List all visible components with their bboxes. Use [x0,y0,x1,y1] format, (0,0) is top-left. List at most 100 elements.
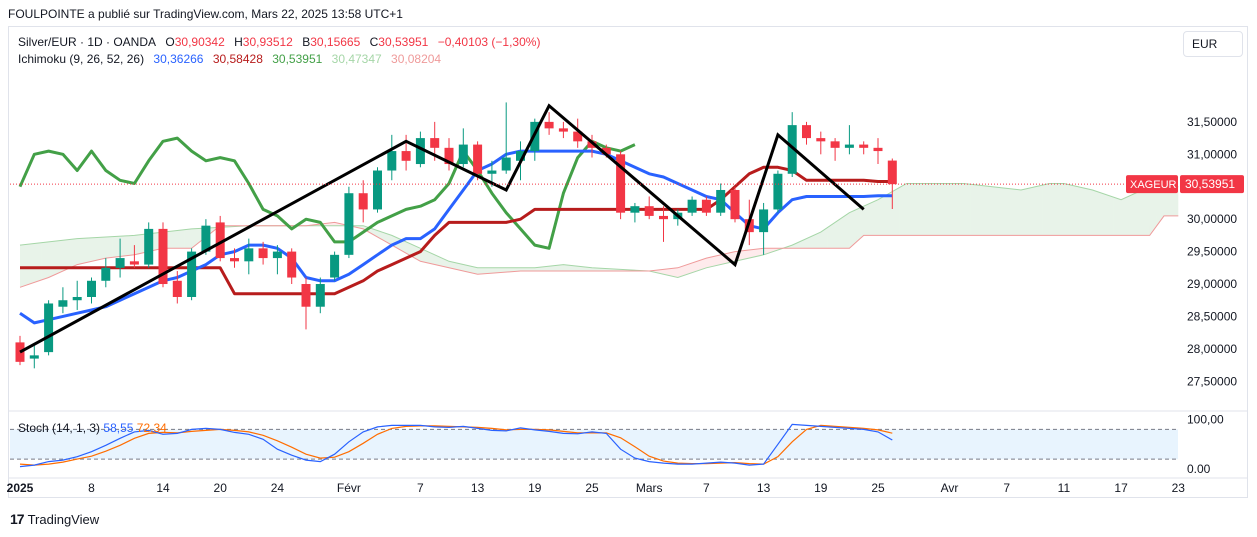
publish-caption: FOULPOINTE a publié sur TradingView.com,… [8,7,403,21]
span-a-value: 30,47347 [331,52,382,66]
cloud-segment [1106,194,1114,236]
candle-body [501,157,511,171]
cloud-segment [520,267,528,272]
time-tick-label: 25 [585,481,599,495]
last-price-tag [1180,175,1244,194]
symbol-tag-label: XAGEUR [1130,179,1177,191]
price-tick-label: 27,50000 [1187,374,1237,388]
candle-body [330,254,340,278]
cloud-segment [813,232,821,249]
cloud-segment [91,237,99,262]
cloud-segment [799,238,807,249]
candle-body [415,138,425,165]
candle-body [287,251,297,278]
stoch-pane: 100,00 0.00 [10,412,1224,476]
candle-body [101,267,111,281]
stoch-title: Stoch (14, 1, 3) [18,421,101,435]
cloud-segment [48,241,56,278]
candle-body [230,258,239,262]
cloud-segment [191,228,199,249]
cloud-segment [134,234,142,255]
candle-body [773,173,783,210]
cloud-segment [870,199,878,236]
cloud-segment [105,236,113,259]
time-tick-label: Avr [941,481,959,495]
time-tick-label: 7 [703,481,710,495]
cloud-segment [920,183,929,236]
candle-body [516,151,525,161]
candle-body [315,284,325,307]
candle-body [72,296,82,301]
cloud-segment [84,237,92,263]
cloud-segment [41,241,49,280]
cloud-segment [827,222,836,249]
candle-body [58,300,68,307]
cloud-segment [1035,185,1043,236]
ichimoku-legend[interactable]: Ichimoku (9, 26, 52, 26) 30,36266 30,584… [18,52,447,66]
cloud-segment [1164,186,1172,216]
cloud-segment [763,248,771,255]
cloud-segment [1142,186,1150,236]
cloud-segment [806,235,814,249]
cloud-segment [835,217,843,249]
candle-body [358,193,368,210]
cloud-segment [55,240,63,275]
candle-body [802,125,811,139]
time-tick-label: 19 [814,481,828,495]
candle-body [172,280,182,297]
time-tick-label: 25 [871,481,885,495]
cloud-segment [563,264,571,272]
stoch-legend[interactable]: Stoch (14, 1, 3) 58,55 72,34 [18,421,167,435]
cloud-segment [699,258,707,271]
candle-body [215,222,225,259]
stoch-band-fill [10,429,1178,460]
cloud-segment [677,265,685,278]
candle-body [616,154,626,213]
high-value: H30,93512 [234,35,293,49]
cloud-segment [670,267,678,278]
candle-body [659,215,668,220]
symbol-legend[interactable]: Silver/EUR · 1D · OANDA O30,90342 H30,93… [18,35,546,49]
candle-body [787,125,797,174]
cloud-segment [1013,189,1021,236]
chikou-line [18,136,636,250]
price-tick-label: 28,00000 [1187,342,1237,356]
cloud-segment [863,202,871,236]
cloud-segment [892,187,900,236]
chikou-value: 30,53951 [272,52,323,66]
stoch-d-value: 72,34 [136,421,167,435]
cloud-segment [1085,188,1093,236]
span-b-value: 30,08204 [391,52,442,66]
cloud-segment [541,266,550,272]
cloud-segment [956,183,964,236]
candle-body [187,251,197,297]
cloud-segment [749,249,757,259]
cloud-segment [170,230,178,249]
candle-body [887,160,897,185]
candle-body [473,144,483,174]
price-tick-label: 28,50000 [1187,309,1237,323]
time-tick-label: 7 [417,481,424,495]
cloud-segment [506,267,514,273]
time-tick-label: 7 [1003,481,1010,495]
cloud-segment [878,195,886,236]
candle-body [687,199,697,213]
chart-frame [8,26,1248,498]
currency-button[interactable]: EUR [1183,31,1243,57]
time-tick-label: 14 [156,481,170,495]
candle-body [458,144,468,165]
cloud-segment [549,265,557,272]
cloud-segment [885,191,893,236]
cloud-segment [935,183,943,236]
cloud-segment [978,185,986,236]
cloud-segment [1063,183,1072,236]
time-tick-label: 2025 [7,481,34,495]
cloud-segment [1121,196,1129,236]
time-tick-label: 13 [757,481,771,495]
tradingview-logo[interactable]: 17 TradingView [10,511,99,527]
cloud-segment [77,238,85,265]
cloud-segment [913,183,921,236]
cloud-segment [792,241,800,249]
zigzag-pattern-line [19,103,865,354]
